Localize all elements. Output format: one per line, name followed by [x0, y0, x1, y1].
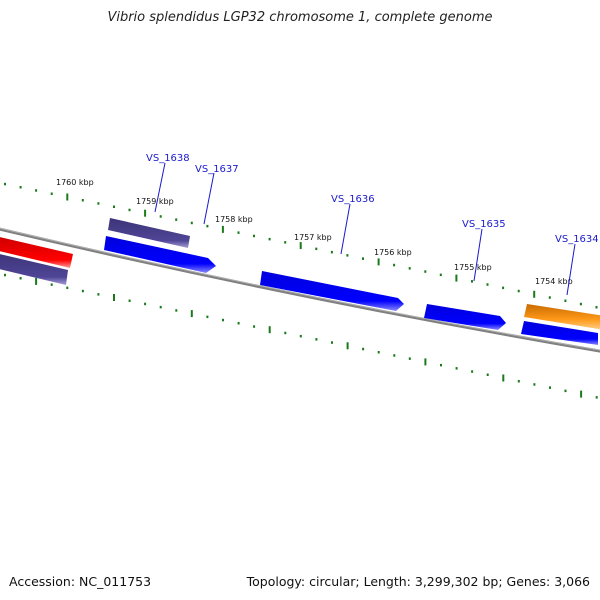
gene-label[interactable]: VS_1637: [195, 164, 239, 175]
gene-label[interactable]: VS_1638: [146, 153, 190, 164]
map-title: Vibrio splendidus LGP32 chromosome 1, co…: [107, 10, 493, 25]
gene-feature-purple-left[interactable]: [0, 253, 68, 285]
inner-tick-track: [4, 273, 598, 399]
leader-line: [203, 172, 215, 225]
kbp-label: 1760 kbp: [56, 178, 94, 187]
accession-text: Accession: NC_011753: [9, 574, 152, 589]
gene-label[interactable]: VS_1635: [462, 219, 506, 230]
kbp-label: 1758 kbp: [215, 215, 253, 224]
outer-tick-track: [4, 182, 598, 309]
leader-line: [340, 203, 351, 255]
gene-feature-vs1638[interactable]: [108, 218, 190, 248]
gene-label[interactable]: VS_1636: [331, 194, 375, 205]
gene-feature-vs1634[interactable]: [521, 321, 598, 345]
kbp-label: 1755 kbp: [454, 263, 492, 272]
leader-line: [154, 162, 166, 213]
gene-feature-vs1635[interactable]: [424, 304, 506, 330]
kbp-label: 1754 kbp: [535, 277, 573, 286]
kbp-label: 1759 kbp: [136, 197, 174, 206]
gene-feature-vs1636[interactable]: [260, 271, 404, 311]
kbp-label: 1757 kbp: [294, 233, 332, 242]
chromosome-backbone: [0, 227, 600, 353]
leader-line: [473, 228, 483, 282]
kbp-label: 1756 kbp: [374, 248, 412, 257]
genome-summary-text: Topology: circular; Length: 3,299,302 bp…: [246, 574, 590, 589]
gene-feature-vs1637[interactable]: [104, 236, 216, 273]
leader-line: [566, 243, 576, 296]
gene-label[interactable]: VS_1634: [555, 234, 599, 245]
chromosome-backbone-highlight: [0, 227, 600, 351]
gene-feature-red[interactable]: [0, 236, 73, 268]
gene-feature-orange[interactable]: [524, 304, 600, 330]
